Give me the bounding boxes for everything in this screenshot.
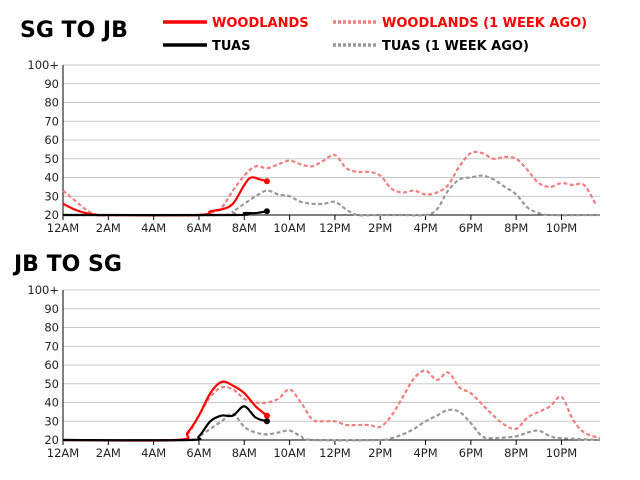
legend-label-woodlands-1-week-ago: WOODLANDS (1 WEEK AGO): [382, 16, 587, 31]
y-tick-label: 70: [44, 339, 59, 353]
legend-item-tuas: TUAS: [163, 39, 250, 54]
x-tick-label: 8AM: [232, 221, 257, 235]
series-line-tuas-1-week-ago: [62, 174, 601, 217]
x-tick-label: 8AM: [232, 446, 257, 460]
x-tick-label: 6PM: [459, 446, 483, 460]
series-end-marker-tuas: [263, 208, 270, 215]
legend-label-woodlands: WOODLANDS: [212, 16, 309, 31]
x-tick-label: 2AM: [96, 221, 121, 235]
plot-sg-to-jb: 20 30 40 50 60 70 80 90 100+ 12AM 2AM 4AM 6AM 8AM 10AM…: [27, 58, 601, 235]
y-tick-label: 90: [44, 77, 59, 91]
y-tick-label: 100+: [27, 283, 59, 297]
chart-title-sg-to-jb: SG TO JB: [20, 18, 128, 43]
x-tick-label: 6AM: [186, 446, 211, 460]
x-tick-label: 12PM: [319, 221, 351, 235]
y-tick-label: 80: [44, 96, 59, 110]
series-line-woodlands: [62, 176, 268, 217]
legend-item-woodlands: WOODLANDS: [163, 16, 309, 31]
y-tick-label: 30: [44, 189, 59, 203]
x-tick-label: 4AM: [141, 221, 166, 235]
x-tick-label: 10PM: [546, 446, 578, 460]
x-tick-label: 2PM: [368, 446, 392, 460]
x-tick-label: 8PM: [504, 446, 528, 460]
y-tick-label: 70: [44, 114, 59, 128]
y-tick-label: 50: [44, 152, 59, 166]
chart-title-jb-to-sg: JB TO SG: [12, 252, 122, 277]
x-tick-label: 12AM: [47, 446, 79, 460]
x-tick-label: 4AM: [141, 446, 166, 460]
x-tick-label: 2AM: [96, 446, 121, 460]
y-tick-label: 20: [44, 208, 59, 222]
y-tick-label: 40: [44, 171, 59, 185]
series-end-marker-woodlands: [263, 412, 270, 419]
legend-item-tuas-1-week-ago: TUAS (1 WEEK AGO): [333, 39, 529, 54]
y-tick-label: 60: [44, 358, 59, 372]
x-tick-label: 12AM: [47, 221, 79, 235]
x-tick-label: 10PM: [546, 221, 578, 235]
y-tick-label: 100+: [27, 58, 59, 72]
y-tick-label: 80: [44, 321, 59, 335]
x-tick-label: 10AM: [273, 446, 305, 460]
y-tick-label: 50: [44, 377, 59, 391]
plot-jb-to-sg: 20 30 40 50 60 70 80 90 100+ 12AM 2AM 4AM 6AM 8AM 10AM…: [27, 283, 601, 460]
legend-item-woodlands-1-week-ago: WOODLANDS (1 WEEK AGO): [333, 16, 587, 31]
series-end-marker-tuas: [263, 418, 270, 425]
y-tick-label: 20: [44, 433, 59, 447]
legend-label-tuas: TUAS: [212, 39, 250, 54]
x-tick-label: 12PM: [319, 446, 351, 460]
series-end-marker-woodlands: [263, 178, 270, 185]
series-line-tuas-1-week-ago: [62, 408, 601, 442]
series-line-tuas: [62, 405, 268, 442]
x-tick-label: 4PM: [413, 221, 437, 235]
x-tick-label: 2PM: [368, 221, 392, 235]
legend-label-tuas-1-week-ago: TUAS (1 WEEK AGO): [382, 39, 529, 54]
series-line-woodlands-1-week-ago: [62, 150, 597, 217]
x-tick-label: 8PM: [504, 221, 528, 235]
x-tick-label: 6AM: [186, 221, 211, 235]
legend: WOODLANDS WOODLANDS (1 WEEK AGO) TUAS TU…: [163, 16, 587, 54]
x-tick-label: 6PM: [459, 221, 483, 235]
y-tick-label: 60: [44, 133, 59, 147]
series-line-tuas: [62, 210, 268, 217]
y-tick-label: 40: [44, 396, 59, 410]
x-tick-label: 4PM: [413, 446, 437, 460]
x-tick-label: 10AM: [273, 221, 305, 235]
series-line-woodlands-1-week-ago: [62, 369, 601, 442]
y-tick-label: 30: [44, 414, 59, 428]
y-tick-label: 90: [44, 302, 59, 316]
